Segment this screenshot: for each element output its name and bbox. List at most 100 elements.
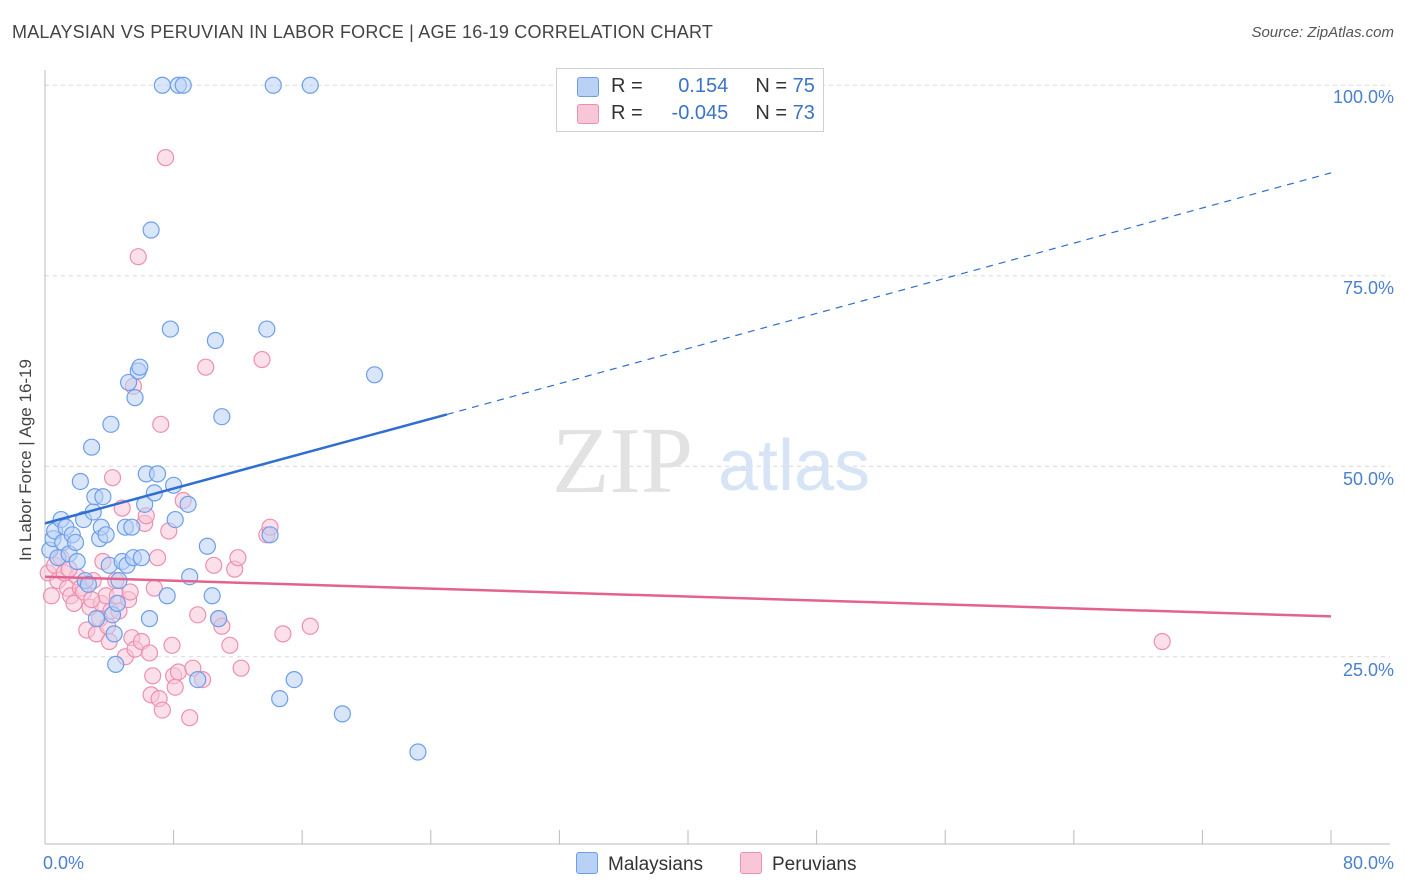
malaysian-point	[203, 587, 221, 605]
axes	[44, 70, 1390, 845]
malaysian-point	[301, 76, 319, 94]
trend-lines	[44, 172, 1332, 618]
malaysian-point	[166, 510, 184, 529]
malaysian-point	[110, 571, 128, 590]
peruvian-point	[83, 590, 101, 609]
malaysian-point	[140, 610, 159, 628]
peruvian-point	[65, 594, 83, 613]
peruvian-point	[197, 358, 215, 376]
legend-n-label: N =	[755, 102, 788, 124]
malaysian-point	[161, 320, 179, 338]
y-tick-25: 25.0%	[1342, 660, 1394, 680]
watermark-zip: ZIP	[552, 409, 693, 513]
malaysian-point	[409, 743, 427, 761]
peruvian-point	[301, 617, 319, 635]
legend-n-label: N =	[755, 75, 788, 97]
malaysian-point	[79, 575, 98, 593]
x-tick-max: 80.0%	[1342, 853, 1394, 873]
legend-r-value: 0.154	[678, 75, 729, 97]
legend-r-label: R =	[611, 102, 643, 124]
bottom-legend-malaysians[interactable]: Malaysians	[576, 852, 703, 876]
peruvian-point	[42, 587, 61, 605]
malaysian-point	[189, 670, 207, 689]
malaysian-point	[333, 705, 351, 723]
legend-n-value: 75	[792, 75, 815, 97]
malaysian-point	[107, 655, 125, 673]
malaysian-point	[126, 389, 144, 407]
malaysian-point	[105, 625, 123, 643]
malaysians-legend-label: Malaysians	[608, 854, 704, 875]
peruvian-point	[1153, 632, 1171, 651]
peruvians-legend-swatch	[740, 852, 762, 874]
y-tick-100: 100.0%	[1332, 87, 1394, 107]
malaysian-point	[66, 533, 85, 552]
legend-n-value: 73	[792, 102, 815, 124]
malaysian-point	[123, 518, 141, 536]
y-tick-75: 75.0%	[1342, 278, 1394, 298]
malaysian-point	[108, 594, 126, 613]
malaysian-point	[206, 331, 224, 350]
malaysian-point	[158, 587, 176, 605]
legend-r-label: R =	[611, 75, 643, 97]
peruvian-point	[205, 556, 223, 574]
malaysian-point	[68, 552, 86, 571]
malaysian-point	[102, 415, 120, 433]
malaysian-point	[264, 76, 282, 94]
malaysians-swatch	[577, 77, 599, 97]
malaysian-point	[71, 472, 89, 491]
source-credit: Source: ZipAtlas.com	[1251, 24, 1394, 41]
peruvian-point	[253, 350, 271, 369]
malaysian-point	[132, 549, 151, 567]
malaysian-point	[213, 408, 231, 426]
malaysian-point	[142, 221, 160, 239]
peruvian-point	[156, 149, 175, 167]
malaysians-trend-solid	[44, 413, 448, 525]
malaysian-point	[94, 488, 112, 506]
peruvian-point	[103, 469, 122, 487]
peruvians-legend-label: Peruvians	[772, 854, 857, 875]
peruvian-point	[169, 663, 188, 681]
malaysian-point	[97, 526, 115, 544]
malaysians-points	[41, 76, 427, 761]
peruvian-point	[148, 549, 167, 567]
peruvians-trend	[44, 575, 1332, 618]
peruvian-point	[189, 606, 207, 624]
malaysian-point	[148, 465, 167, 483]
peruvian-point	[274, 625, 292, 643]
malaysians-legend-swatch	[576, 852, 598, 874]
y-tick-50: 50.0%	[1342, 469, 1394, 489]
x-tick-min: 0.0%	[43, 853, 85, 873]
correlation-legend: R = 0.154 N = 75 R = -0.045 N = 73	[556, 68, 824, 132]
peruvian-point	[153, 701, 171, 719]
grid-lines	[45, 84, 1390, 658]
peruvian-point	[221, 636, 239, 654]
chart-title: MALAYSIAN VS PERUVIAN IN LABOR FORCE | A…	[12, 22, 714, 42]
watermark-atlas: atlas	[718, 426, 870, 506]
peruvians-swatch	[577, 104, 599, 124]
peruvian-point	[181, 709, 199, 727]
malaysian-point	[285, 670, 303, 689]
watermark: ZIP atlas	[552, 409, 870, 513]
peruvian-point	[129, 248, 147, 266]
peruvian-point	[152, 415, 170, 433]
peruvian-point	[229, 549, 247, 567]
malaysian-point	[198, 537, 216, 555]
peruvian-point	[232, 659, 250, 677]
malaysians-trend-dashed	[446, 172, 1332, 416]
peruvian-point	[163, 636, 181, 654]
malaysian-point	[258, 320, 276, 338]
bottom-legend-peruvians[interactable]: Peruvians	[740, 852, 857, 876]
peruvian-point	[144, 667, 162, 685]
malaysian-point	[174, 76, 192, 94]
y-axis-title: In Labor Force | Age 16-19	[16, 359, 35, 561]
malaysian-point	[179, 495, 197, 513]
malaysian-point	[83, 438, 101, 456]
malaysian-point	[131, 358, 149, 376]
peruvian-point	[121, 583, 139, 601]
malaysian-point	[119, 373, 138, 392]
malaysian-point	[210, 610, 228, 628]
legend-r-value: -0.045	[671, 102, 729, 124]
malaysian-point	[153, 76, 171, 94]
malaysian-point	[365, 366, 384, 384]
